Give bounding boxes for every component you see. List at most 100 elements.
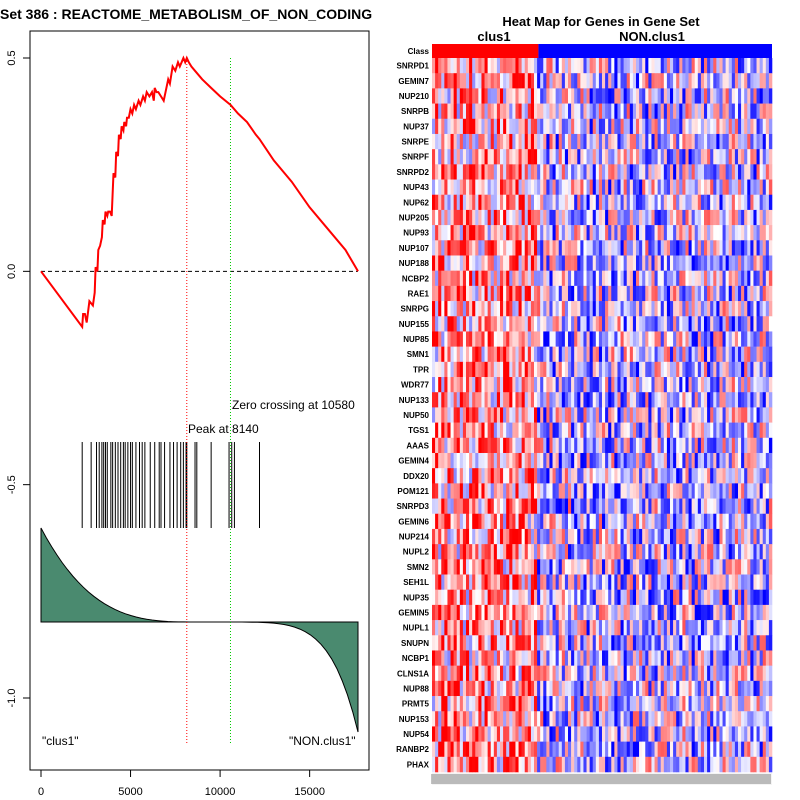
heatmap-cell <box>546 270 550 287</box>
heatmap-cell <box>682 468 686 484</box>
heatmap-cell <box>447 483 451 499</box>
heatmap-cell <box>466 149 470 165</box>
heatmap-cell <box>444 620 448 636</box>
heatmap-cell <box>725 73 730 89</box>
heatmap-cell <box>527 255 532 271</box>
heatmap-cell <box>546 58 550 74</box>
heatmap-cell <box>441 179 445 196</box>
heatmap-cell <box>716 209 720 226</box>
heatmap-cell <box>660 331 665 347</box>
heatmap-cell <box>762 377 767 393</box>
heatmap-cell <box>688 680 692 697</box>
heatmap-cell <box>509 316 513 332</box>
heatmap-cell <box>561 665 566 682</box>
heatmap-cell <box>462 225 467 241</box>
heatmap-cell <box>540 483 544 499</box>
y-tick-label: -1.0 <box>6 689 18 708</box>
heatmap-cell <box>626 331 631 347</box>
heatmap-cell <box>518 422 522 439</box>
heatmap-cell <box>704 194 708 211</box>
heatmap-cell <box>490 377 495 393</box>
heatmap-cell <box>700 544 705 560</box>
heatmap-cell <box>679 377 683 393</box>
heatmap-cell <box>493 544 498 560</box>
heatmap-cell <box>666 544 671 560</box>
heatmap-cell <box>663 88 668 104</box>
heatmap-cell <box>515 255 519 271</box>
heatmap-cell <box>503 88 507 104</box>
heatmap-cell <box>444 650 448 666</box>
heatmap-cell <box>481 422 485 439</box>
heatmap-cell <box>561 270 566 287</box>
heatmap-cell <box>537 513 541 530</box>
heatmap-cell <box>663 164 668 180</box>
heatmap-cell <box>583 392 587 408</box>
heatmap-cell <box>450 392 454 408</box>
heatmap-cell <box>527 620 532 636</box>
heatmap-cell <box>691 696 696 712</box>
heatmap-cell <box>617 437 621 454</box>
heatmap-cell <box>484 635 488 651</box>
heatmap-cell <box>719 620 723 636</box>
heatmap-cell <box>459 452 464 469</box>
heatmap-cell <box>598 133 603 150</box>
heatmap-cell <box>512 650 516 666</box>
heatmap-cell <box>738 118 742 135</box>
heatmap-cell <box>487 392 492 408</box>
heatmap-cell <box>493 620 498 636</box>
heatmap-cell <box>432 301 436 317</box>
heatmap-cell <box>694 437 699 454</box>
heatmap-cell <box>462 301 467 317</box>
heatmap-cell <box>518 711 522 727</box>
heatmap-cell <box>444 73 448 89</box>
heatmap-cell <box>728 194 733 211</box>
heatmap-cell <box>688 361 692 378</box>
heatmap-cell <box>469 620 473 636</box>
heatmap-cell <box>710 255 714 271</box>
heatmap-cell <box>490 88 495 104</box>
heatmap-cell <box>651 513 655 530</box>
heatmap-cell <box>734 118 739 135</box>
heatmap-cell <box>704 301 708 317</box>
heatmap-cell <box>527 103 532 120</box>
heatmap-cell <box>611 164 615 180</box>
heatmap-cell <box>632 604 637 621</box>
heatmap-cell <box>432 88 436 104</box>
heatmap-cell <box>435 73 439 89</box>
heatmap-cell <box>660 620 665 636</box>
heatmap-cell <box>456 620 461 636</box>
heatmap-cell <box>741 240 745 256</box>
heatmap-cell <box>496 726 501 742</box>
heatmap-cell <box>561 483 566 499</box>
heatmap-cell <box>577 240 581 256</box>
heatmap-cell <box>620 331 624 347</box>
heatmap-cell <box>707 711 711 727</box>
heatmap-cell <box>490 437 495 454</box>
heatmap-cell <box>762 58 767 74</box>
heatmap-cell <box>506 604 510 621</box>
heatmap-cell <box>589 559 594 575</box>
heatmap-cell <box>707 164 711 180</box>
heatmap-cell <box>503 574 507 590</box>
heatmap-cell <box>598 73 603 89</box>
heatmap-cell <box>598 483 603 499</box>
heatmap-cell <box>750 194 754 211</box>
heatmap-cell <box>574 194 578 211</box>
heatmap-cell <box>564 589 569 606</box>
heatmap-cell <box>605 696 609 712</box>
heatmap-cell <box>691 88 696 104</box>
heatmap-cell <box>475 559 479 575</box>
heatmap-cell <box>741 483 745 499</box>
heatmap-cell <box>438 209 442 226</box>
heatmap-cell <box>484 422 488 439</box>
heatmap-cell <box>518 726 522 742</box>
heatmap-cell <box>750 696 754 712</box>
heatmap-cell <box>716 118 720 135</box>
heatmap-cell <box>670 316 674 332</box>
heatmap-cell <box>605 528 609 545</box>
heatmap-cell <box>540 149 544 165</box>
heatmap-cell <box>540 559 544 575</box>
heatmap-cell <box>546 149 550 165</box>
heatmap-cell <box>685 58 689 74</box>
heatmap-cell <box>456 255 461 271</box>
